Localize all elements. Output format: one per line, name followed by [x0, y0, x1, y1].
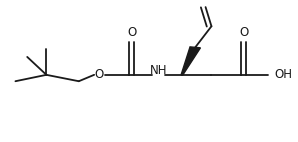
- Polygon shape: [181, 47, 201, 75]
- Text: NH: NH: [150, 64, 167, 78]
- Text: O: O: [95, 68, 104, 81]
- Text: O: O: [127, 26, 136, 39]
- Text: O: O: [239, 26, 248, 39]
- Text: OH: OH: [275, 68, 293, 81]
